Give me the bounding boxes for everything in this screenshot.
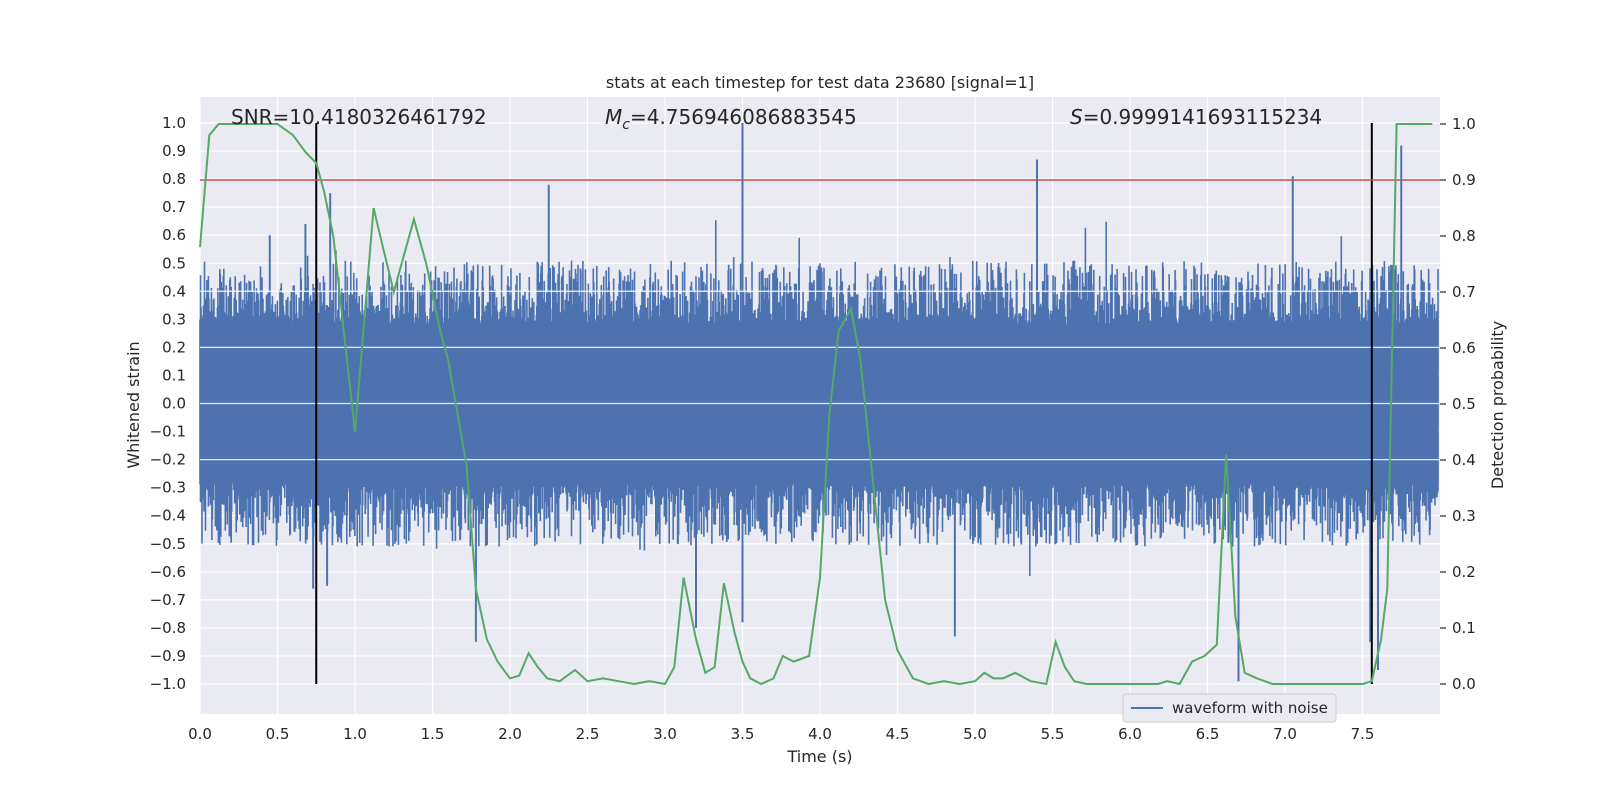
legend: waveform with noise <box>1122 693 1337 723</box>
chirp-mass-value: =4.756946086883545 <box>630 105 857 129</box>
y2-tick-label: 0.5 <box>1452 395 1476 413</box>
waveform-series <box>199 123 1439 682</box>
detection-statistic-symbol: S <box>1070 105 1083 129</box>
legend-label: waveform with noise <box>1172 699 1328 717</box>
x-tick-label: 3.0 <box>653 725 677 743</box>
y-tick-label: −1.0 <box>150 675 186 693</box>
y-tick-label: 0.1 <box>162 366 186 384</box>
y2-tick-label: 0.9 <box>1452 171 1476 189</box>
y-tick-label: −0.5 <box>150 535 186 553</box>
x-tick-label: 6.5 <box>1196 725 1220 743</box>
x-tick-label: 1.0 <box>343 725 367 743</box>
x-tick-label: 4.0 <box>808 725 832 743</box>
y2-tick-label: 0.3 <box>1452 507 1476 525</box>
x-tick-label: 2.0 <box>498 725 522 743</box>
x-tick-label: 0.0 <box>188 725 212 743</box>
y2-tick-label: 0.6 <box>1452 339 1476 357</box>
y2-tick-label: 0.1 <box>1452 619 1476 637</box>
y-tick-label: 0.6 <box>162 226 186 244</box>
y-tick-label: −0.4 <box>150 507 186 525</box>
legend-box <box>1122 693 1337 723</box>
x-tick-label: 2.5 <box>576 725 600 743</box>
chirp-mass-symbol: M <box>605 105 622 129</box>
y-tick-label: −0.9 <box>150 647 186 665</box>
x-tick-label: 6.0 <box>1118 725 1142 743</box>
y-tick-label: 0.4 <box>162 282 186 300</box>
chart-title: stats at each timestep for test data 236… <box>606 73 1034 92</box>
x-tick-label: 4.5 <box>886 725 910 743</box>
x-tick-label: 3.5 <box>731 725 755 743</box>
x-tick-label: 5.0 <box>963 725 987 743</box>
chirp-mass-annotation: Mc=4.756946086883545 <box>605 105 857 133</box>
y2-tick-label: 0.4 <box>1452 451 1476 469</box>
x-axis-label: Time (s) <box>786 747 852 766</box>
x-tick-label: 1.5 <box>421 725 445 743</box>
y-tick-label: −0.2 <box>150 451 186 469</box>
y-tick-label: 0.9 <box>162 142 186 160</box>
y-tick-label: −0.6 <box>150 563 186 581</box>
x-tick-label: 0.5 <box>266 725 290 743</box>
detection-statistic-annotation: S=0.9999141693115234 <box>1070 105 1322 129</box>
x-tick-label: 7.0 <box>1273 725 1297 743</box>
y2-tick-label: 0.7 <box>1452 283 1476 301</box>
y2-tick-label: 0.8 <box>1452 227 1476 245</box>
detection-probability-line <box>199 123 1433 686</box>
y-tick-label: −0.8 <box>150 619 186 637</box>
y-axis-ticks: 1.0 0.9 0.8 0.7 0.6 0.5 0.4 0.3 0.2 0.1 0.0 −0.1 −0.… <box>150 114 186 693</box>
y-tick-label: 0.0 <box>162 395 186 413</box>
snr-annotation: SNR=10.4180326461792 <box>231 105 487 129</box>
y-tick-label: 1.0 <box>162 114 186 132</box>
zero-and-band-lines <box>200 290 1440 461</box>
y-tick-label: −0.7 <box>150 591 186 609</box>
chirp-mass-subscript: c <box>622 117 630 133</box>
x-axis-ticks: 0.0 0.5 1.0 1.5 2.0 2.5 3.0 3.5 4.0 4.5 5.0 5.5 6.0 6… <box>188 725 1374 743</box>
y2-tick-label: 1.0 <box>1452 115 1476 133</box>
y2-tick-label: 0.0 <box>1452 675 1476 693</box>
y-tick-label: 0.7 <box>162 198 186 216</box>
y-axis-label: Whitened strain <box>124 341 143 468</box>
y-tick-label: −0.1 <box>150 423 186 441</box>
y2-tick-label: 0.2 <box>1452 563 1476 581</box>
y-tick-label: 0.5 <box>162 254 186 272</box>
y-tick-label: 0.8 <box>162 170 186 188</box>
y-tick-label: 0.3 <box>162 310 186 328</box>
x-tick-label: 5.5 <box>1041 725 1065 743</box>
y2-axis-ticks: 1.0 0.9 0.8 0.7 0.6 0.5 0.4 0.3 0.2 0.1 0.0 <box>1440 115 1476 693</box>
y2-axis-label: Detection probability <box>1488 321 1507 489</box>
y-tick-label: 0.2 <box>162 338 186 356</box>
detection-statistic-value: =0.9999141693115234 <box>1083 105 1322 129</box>
y-tick-label: −0.3 <box>150 479 186 497</box>
vertical-marker-lines <box>315 123 1373 684</box>
x-tick-label: 7.5 <box>1351 725 1375 743</box>
waveform-noise-path <box>199 220 1439 577</box>
